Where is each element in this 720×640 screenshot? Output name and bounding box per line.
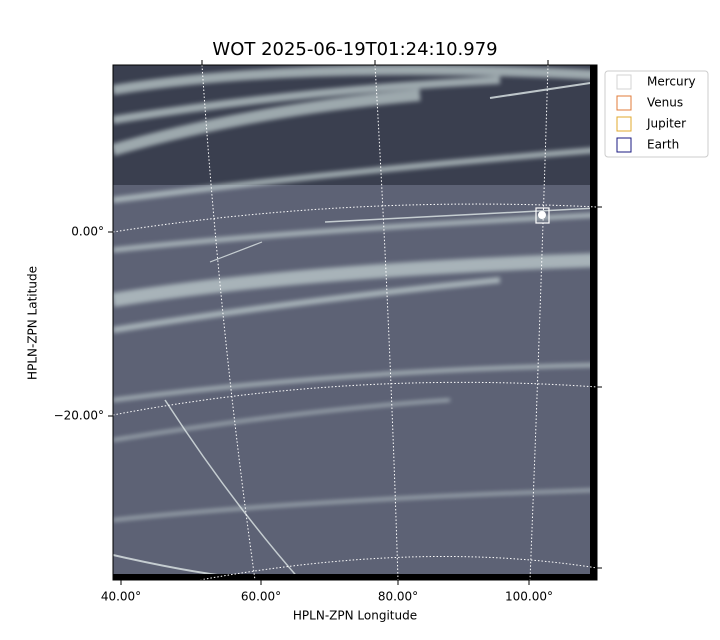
legend-label: Venus [647, 96, 683, 110]
x-tick-label: 80.00° [378, 590, 418, 604]
y-tick-label: 0.00° [71, 225, 104, 239]
legend-swatch [616, 74, 632, 90]
legend-swatch [616, 137, 632, 153]
x-tick-label: 60.00° [241, 590, 281, 604]
y-tick-label: −20.00° [54, 409, 104, 423]
legend-swatch [616, 116, 632, 132]
title: WOT 2025-06-19T01:24:10.979 [212, 39, 497, 60]
sky-image [113, 65, 597, 580]
legend [604, 70, 709, 158]
x-axis-label: HPLN-ZPN Longitude [293, 609, 417, 623]
legend-label: Mercury [647, 75, 696, 89]
legend-label: Earth [647, 138, 679, 152]
x-tick-label: 40.00° [101, 590, 141, 604]
y-axis-label: HPLN-ZPN Latitude [26, 266, 40, 380]
legend-label: Jupiter [646, 117, 686, 131]
legend-swatch [616, 95, 632, 111]
x-tick-label: 100.00° [505, 590, 553, 604]
